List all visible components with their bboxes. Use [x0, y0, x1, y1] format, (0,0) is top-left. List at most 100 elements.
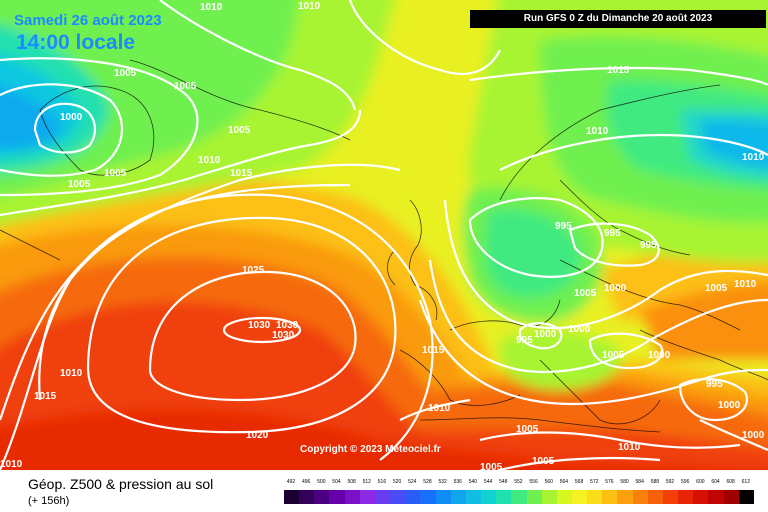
- isobar-label: 1005: [480, 462, 503, 470]
- isobar-label: 1015: [607, 65, 630, 76]
- legend-color-swatch: [314, 490, 330, 504]
- legend-color-swatch: [602, 490, 618, 504]
- legend-scale-value: 548: [499, 479, 508, 485]
- isobar-label: 1010: [198, 155, 221, 166]
- legend-color-swatch: [511, 490, 527, 504]
- isobar-label: 1010: [586, 126, 609, 137]
- legend-color-swatch: [678, 490, 694, 504]
- isobar-label: 1030: [276, 320, 299, 331]
- legend-color-swatch: [374, 490, 391, 504]
- isobar-label: 1010: [298, 1, 321, 12]
- isobar-label: 1000: [534, 329, 557, 340]
- isobar-label: 1025: [242, 265, 265, 276]
- isobar-label: 1015: [422, 345, 445, 356]
- legend-scale-value: 612: [741, 479, 750, 485]
- legend-color-swatch: [526, 490, 542, 504]
- isobar-label: 1010: [428, 403, 451, 414]
- isobar-label: 1005: [532, 456, 555, 467]
- legend-scale-value: 576: [605, 479, 614, 485]
- legend-color-swatch: [617, 490, 633, 504]
- legend-scale-value: 492: [286, 479, 296, 485]
- legend-scale-value: 604: [711, 479, 720, 485]
- legend-color-swatch: [662, 490, 679, 504]
- legend-scale-value: 592: [665, 479, 675, 485]
- legend-scale-value: 564: [559, 479, 569, 485]
- legend-subtitle: (+ 156h): [28, 495, 70, 507]
- legend-scale-value: 536: [453, 479, 462, 485]
- legend-color-swatch: [284, 490, 300, 504]
- isobar-label: 1000: [648, 350, 671, 361]
- legend-panel: Géop. Z500 & pression au sol (+ 156h) 49…: [0, 470, 768, 512]
- isobar-label: 995: [555, 221, 572, 232]
- isobar-label: 1005: [574, 288, 597, 299]
- legend-color-swatch: [708, 490, 724, 504]
- isobar-label: 1000: [742, 430, 765, 441]
- legend-scale-value: 532: [438, 479, 447, 485]
- legend-scale-value: 580: [620, 479, 629, 485]
- isobar-label: 995: [640, 240, 657, 251]
- legend-color-swatch: [571, 490, 588, 504]
- isobar-label: 1010: [200, 2, 223, 13]
- isobar-label: 1010: [734, 279, 757, 290]
- legend-color-swatch: [738, 490, 754, 504]
- isobar-label: 1000: [604, 283, 627, 294]
- isobar-label: 1005: [68, 179, 91, 190]
- isobar-label: 1005: [705, 283, 728, 294]
- legend-color-scale: [284, 490, 754, 504]
- legend-scale-value: 528: [423, 479, 432, 485]
- legend-scale-value: 524: [408, 479, 417, 485]
- legend-scale-value: 584: [635, 479, 644, 485]
- legend-scale-value: 596: [681, 479, 690, 485]
- legend-scale-value: 600: [696, 479, 705, 485]
- legend-scale-value: 588: [650, 479, 660, 485]
- map-canvas: 1010 1010 1005 1005 1000 1005 1010 1015 1005 1005…: [0, 0, 768, 470]
- forecast-time: 14:00 locale: [16, 31, 136, 54]
- isobar-label: 1005: [228, 125, 251, 136]
- isobar-label: 995: [604, 228, 621, 239]
- copyright-notice: Copyright © 2023 Meteociel.fr: [300, 444, 441, 455]
- isobar-label: 1030: [248, 320, 271, 331]
- legend-scale-value: 540: [468, 479, 478, 485]
- legend-scale-value: 520: [392, 479, 402, 485]
- legend-color-swatch: [344, 490, 360, 504]
- legend-color-swatch: [541, 490, 557, 504]
- legend-scale-value: 508: [347, 479, 356, 485]
- legend-color-swatch: [359, 490, 375, 504]
- run-info-banner: Run GFS 0 Z du Dimanche 20 août 2023: [470, 10, 766, 28]
- isobar-label: 995: [516, 335, 533, 346]
- legend-scale-value: 544: [483, 479, 493, 485]
- legend-scale-value: 512: [362, 479, 371, 485]
- legend-scale-value: 516: [377, 479, 387, 485]
- isobar-label: 1005: [174, 81, 197, 92]
- isobars: [0, 0, 768, 470]
- legend-color-swatch: [450, 490, 466, 504]
- weather-map[interactable]: 1010 1010 1005 1005 1000 1005 1010 1015 1005 1005…: [0, 0, 768, 470]
- legend-color-swatch: [465, 490, 482, 504]
- legend-scale-value: 608: [726, 479, 735, 485]
- legend-color-swatch: [481, 490, 497, 504]
- legend-title: Géop. Z500 & pression au sol: [28, 476, 214, 492]
- isobar-label: 1015: [34, 391, 57, 402]
- isobar-label: 1010: [60, 368, 83, 379]
- legend-scale-value: 560: [544, 479, 553, 485]
- legend-scale-value: 496: [301, 479, 311, 485]
- isobar-label: 1010: [742, 152, 765, 163]
- legend-color-swatch: [299, 490, 315, 504]
- legend-color-swatch: [556, 490, 572, 504]
- legend-color-swatch: [405, 490, 421, 504]
- legend-color-swatch: [632, 490, 648, 504]
- isobar-label: 1000: [568, 324, 591, 335]
- legend-color-swatch: [723, 490, 739, 504]
- isobar-label: 1005: [114, 68, 137, 79]
- legend-scale-labels: 492 496 500 504 508 512 516 520 524 528 532 536 540 5…: [284, 479, 754, 489]
- forecast-date: Samedi 26 août 2023: [14, 12, 162, 29]
- isobar-label: 1030: [272, 330, 295, 341]
- legend-color-swatch: [420, 490, 436, 504]
- isobar-labels: 1010 1010 1005 1005 1000 1005 1010 1015 1005 1005…: [0, 1, 765, 470]
- isobar-label: 1000: [718, 400, 741, 411]
- legend-scale-value: 504: [332, 479, 341, 485]
- isobar-label: 1020: [246, 430, 269, 441]
- legend-color-swatch: [329, 490, 345, 504]
- isobar-label: 1005: [602, 350, 625, 361]
